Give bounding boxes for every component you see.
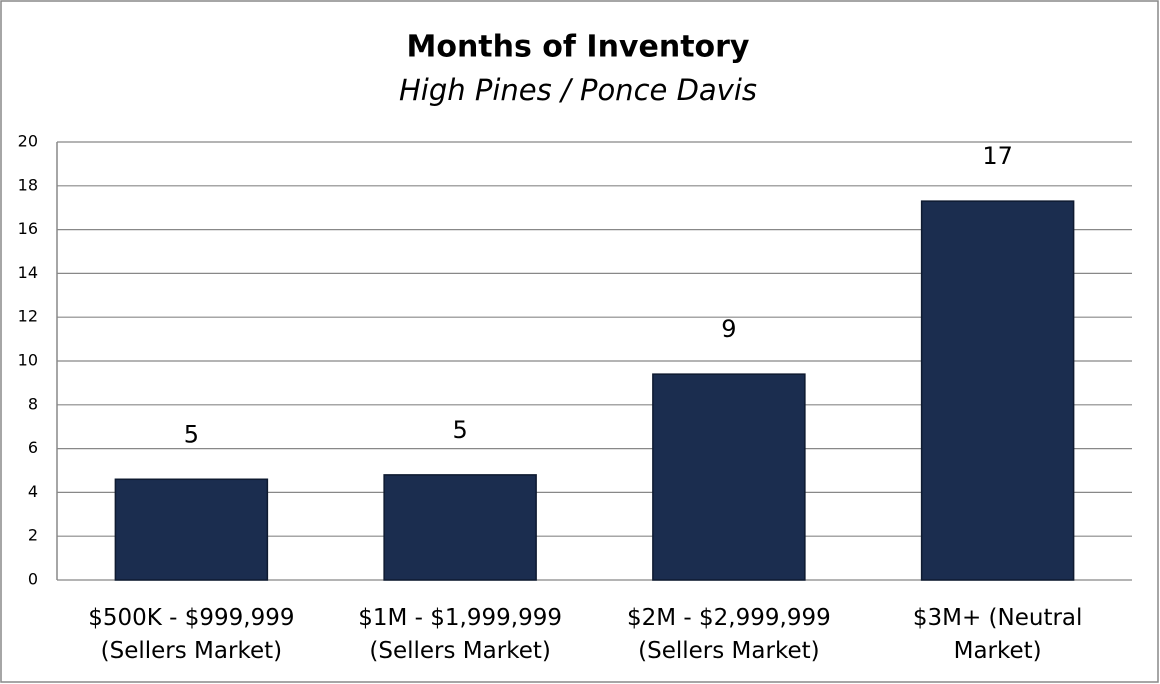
data-label: 5 [184,420,199,448]
chart-title: Months of Inventory [406,30,749,65]
x-tick-label: $500K - $999,999 (Sellers Market) [88,605,295,664]
data-label: 5 [452,416,467,444]
y-tick-label: 14 [18,263,38,282]
y-tick-label: 10 [18,351,38,370]
y-tick-label: 0 [28,570,38,589]
y-tick-label: 20 [18,132,38,151]
x-tick-label: $2M - $2,999,999 (Sellers Market) [627,605,831,664]
y-tick-label: 2 [28,526,38,545]
y-tick-label: 18 [18,175,38,194]
bar [652,373,806,581]
data-label: 9 [721,315,736,343]
y-tick-label: 6 [28,438,38,457]
bar [114,478,269,581]
y-tick-label: 4 [28,482,38,501]
bar [383,474,537,581]
x-tick-label: $1M - $1,999,999 (Sellers Market) [358,605,562,664]
x-tick-label: $3M+ (Neutral Market) [912,605,1083,664]
data-label: 17 [982,142,1013,170]
y-tick-label: 12 [18,307,38,326]
chart-subtitle: High Pines / Ponce Davis [399,73,757,107]
bar [920,200,1075,581]
y-tick-label: 16 [18,219,38,238]
y-tick-label: 8 [28,394,38,413]
